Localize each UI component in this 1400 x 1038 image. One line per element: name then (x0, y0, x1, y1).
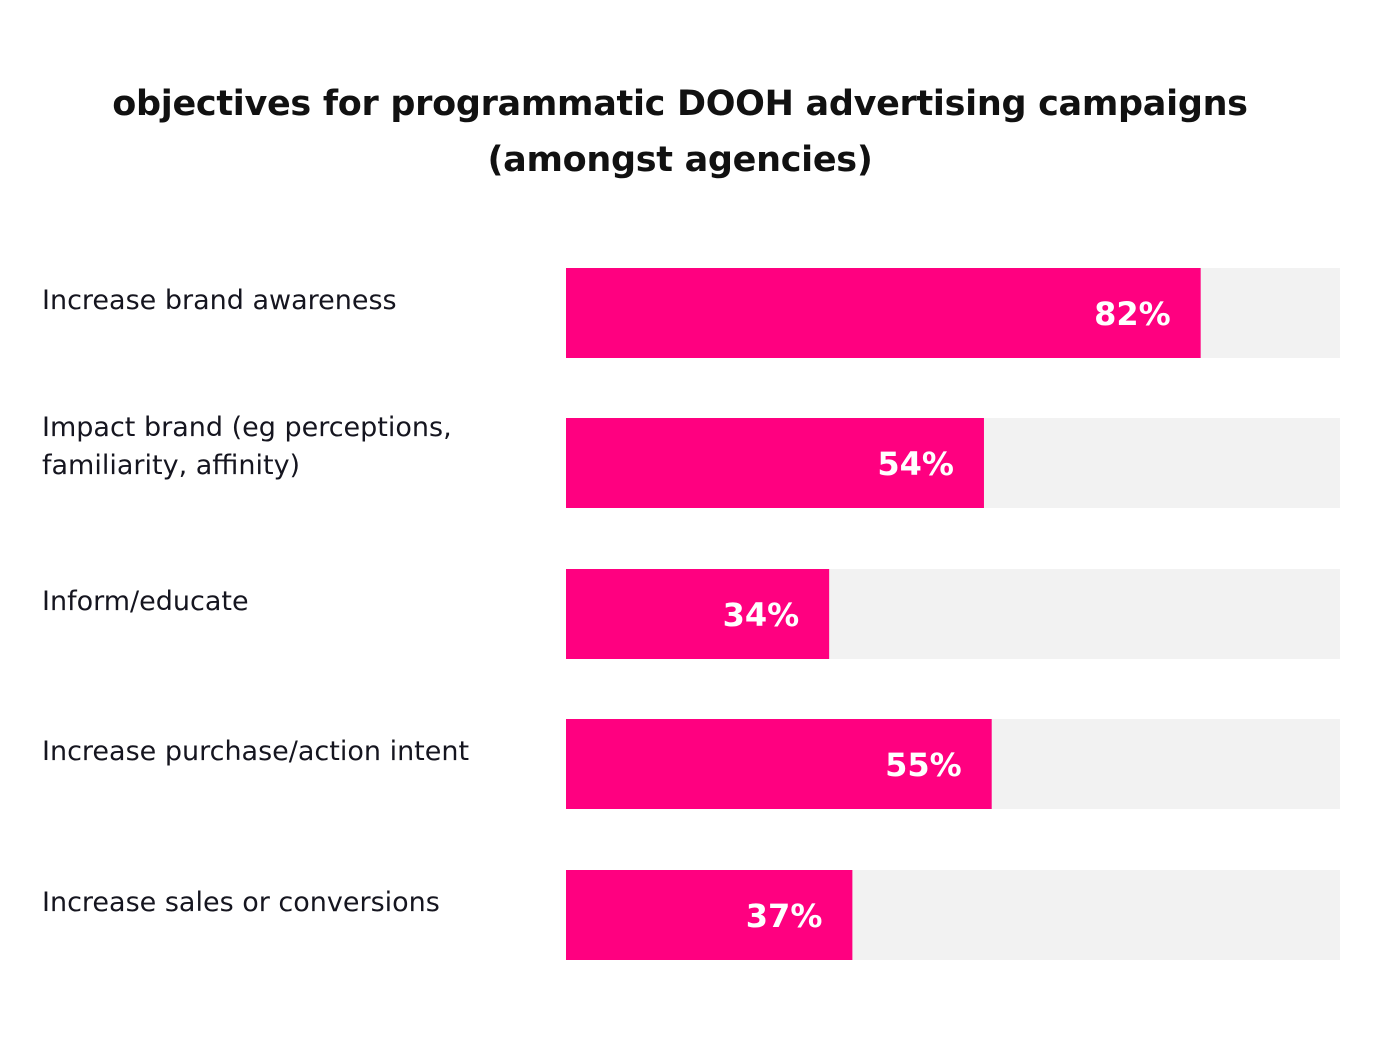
bar (566, 870, 853, 960)
bar-value-label: 55% (885, 746, 962, 784)
category-label: Increase brand awareness (42, 285, 397, 316)
chart-subtitle-line: (amongst agencies) (487, 140, 873, 180)
category-label: Increase sales or conversions (42, 887, 440, 918)
bar (566, 418, 984, 508)
category-label: Inform/educate (42, 586, 249, 617)
bar (566, 268, 1201, 358)
chart-title: objectives for programmatic DOOH adverti… (0, 76, 1360, 188)
bar-value-label: 34% (723, 596, 800, 634)
bar (566, 719, 992, 809)
category-label: Increase purchase/action intent (42, 736, 469, 767)
bar-value-label: 82% (1094, 295, 1171, 333)
chart-title-line: objectives for programmatic DOOH adverti… (112, 84, 1248, 124)
bar (566, 569, 830, 659)
bar-value-label: 37% (746, 897, 823, 935)
category-label: Impact brand (eg perceptions, familiarity… (42, 412, 452, 481)
bar-value-label: 54% (877, 445, 954, 483)
